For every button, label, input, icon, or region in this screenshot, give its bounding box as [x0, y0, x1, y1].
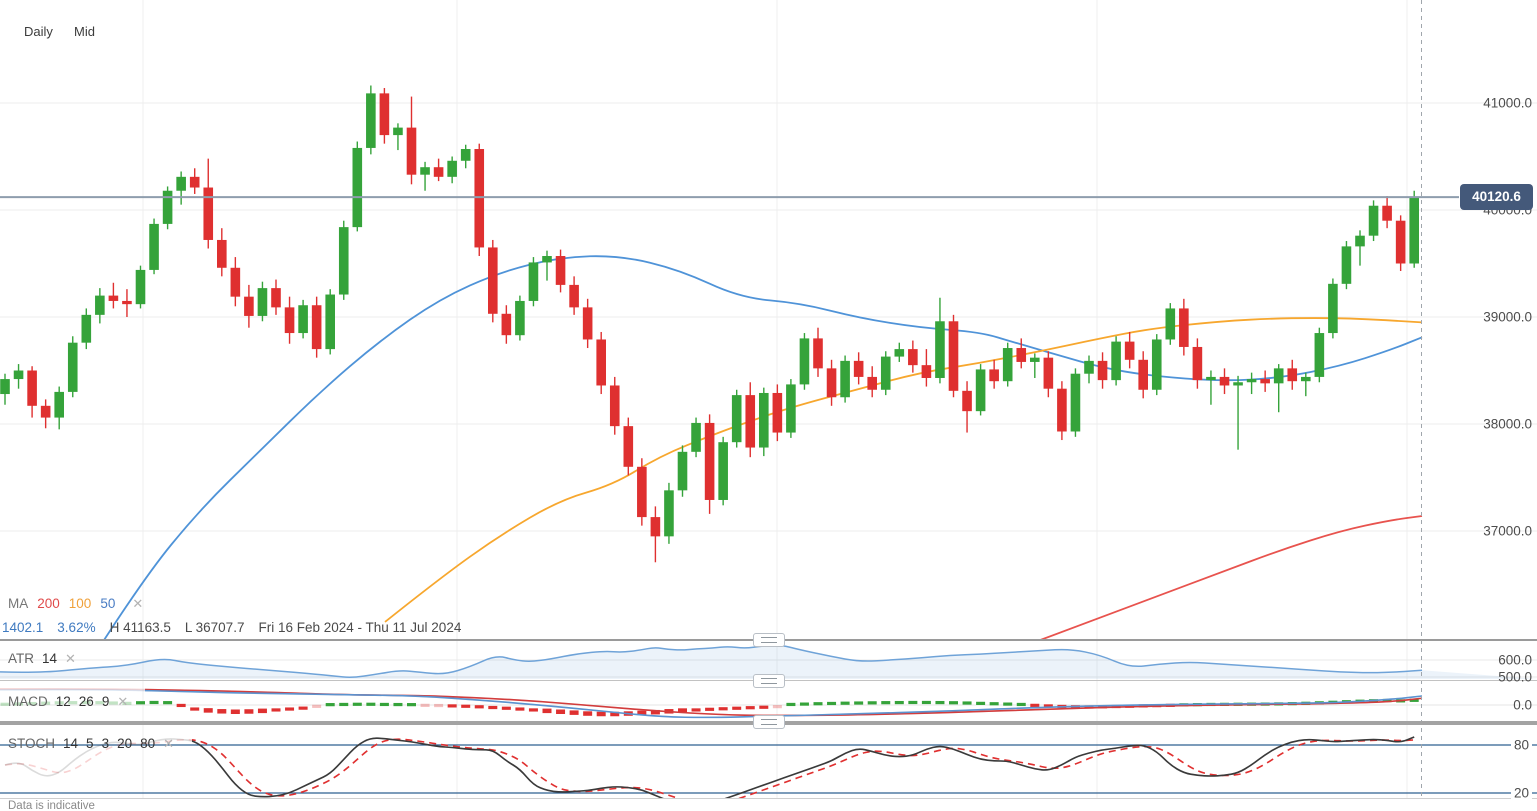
- period-high: H 41163.5: [109, 620, 171, 635]
- price-info-row: 1402.1 3.62% H 41163.5 L 36707.7 Fri 16 Feb …: [2, 620, 475, 635]
- panel-separator: [0, 798, 1537, 799]
- stoch-indicator-legend: STOCH 14 5 3 20 80 ✕: [8, 736, 175, 751]
- date-range: Fri 16 Feb 2024 - Thu 11 Jul 2024: [258, 620, 462, 635]
- ma-label: MA: [8, 596, 29, 611]
- axis-tick-label: 41000.0: [1483, 95, 1532, 111]
- panel-resize-handle[interactable]: [753, 633, 785, 647]
- price-type-selector[interactable]: Mid: [74, 24, 95, 39]
- data-indicative-note: Data is indicative: [8, 800, 95, 811]
- panel-resize-handle[interactable]: [753, 674, 785, 688]
- timeframe-selector[interactable]: Daily: [24, 24, 53, 39]
- axis-tick-label: 37000.0: [1483, 523, 1532, 539]
- ma-period-50[interactable]: 50: [100, 596, 116, 611]
- current-price-badge: 40120.6: [1460, 184, 1533, 210]
- macd-indicator-legend: MACD 12 26 9 ✕: [8, 694, 129, 709]
- ma-period-100[interactable]: 100: [68, 596, 92, 611]
- ma-period-200[interactable]: 200: [37, 596, 60, 611]
- close-icon[interactable]: ✕: [117, 694, 129, 709]
- close-icon[interactable]: ✕: [65, 651, 76, 666]
- axis-tick-label: 80: [1510, 737, 1532, 753]
- atr-indicator-legend: ATR 14 ✕: [8, 651, 76, 666]
- axis-tick-label: 0.0: [1513, 697, 1532, 713]
- close-icon[interactable]: ✕: [132, 596, 144, 611]
- close-icon[interactable]: ✕: [163, 736, 175, 751]
- axis-tick-label: 600.0: [1498, 652, 1532, 668]
- panel-resize-handle[interactable]: [753, 715, 785, 729]
- axis-tick-label: 38000.0: [1483, 416, 1532, 432]
- ma-overlay-legend: MA 200 100 50 ✕: [8, 596, 152, 612]
- axis-tick-label: 39000.0: [1483, 309, 1532, 325]
- change-percent: 3.62%: [57, 620, 96, 635]
- change-value: 1402.1: [2, 620, 44, 635]
- axis-tick-label: 500.0: [1498, 669, 1532, 685]
- period-low: L 36707.7: [184, 620, 245, 635]
- axis-tick-label: 20: [1510, 785, 1532, 801]
